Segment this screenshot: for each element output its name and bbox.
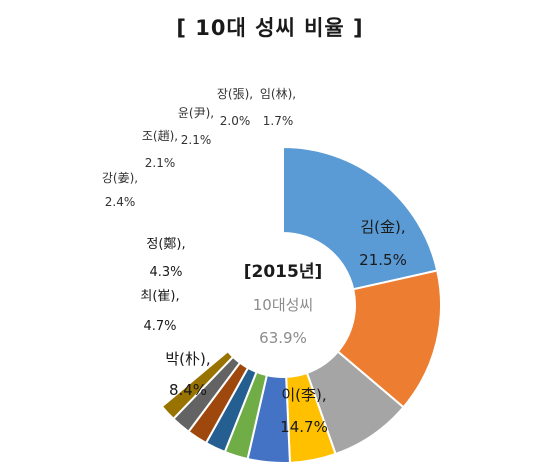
center-year-label: [2015년] — [244, 262, 323, 282]
slice-name-label: 이(李), — [281, 386, 326, 404]
labels-layer: 김(金), 21.5% 이(李), 14.7% 박(朴), 8.4% 최(崔), 4.7% 정(… — [102, 87, 407, 436]
slice-name-label: 정(鄭), — [146, 237, 185, 252]
slice-value-label: 4.3% — [149, 265, 182, 280]
center-caption-label: 10대성씨 — [253, 296, 314, 314]
slice-value-label: 2.4% — [105, 195, 136, 209]
slice-name-label: 윤(尹), — [178, 106, 214, 120]
slice-name-label: 임(林), — [260, 87, 296, 101]
slice-value-label: 2.1% — [181, 133, 212, 147]
slice-name-label: 박(朴), — [165, 350, 210, 368]
slice-name-label: 최(崔), — [140, 288, 179, 304]
slice-value-label: 8.4% — [169, 381, 207, 399]
slice-name-label: 장(張), — [217, 87, 253, 101]
chart-title: [ 10대 성씨 비율 ] — [176, 16, 364, 40]
slice-value-label: 2.1% — [145, 156, 176, 170]
slice-value-label: 21.5% — [359, 251, 407, 269]
slice-value-label: 4.7% — [143, 319, 176, 334]
slice-1 — [282, 145, 439, 291]
slice-name-label: 강(姜), — [102, 171, 138, 185]
slice-value-label: 1.7% — [263, 114, 294, 128]
slice-10 — [160, 349, 235, 421]
slice-name-label: 조(趙), — [142, 128, 178, 143]
slice-value-label: 14.7% — [280, 418, 328, 436]
slices-layer — [160, 145, 442, 464]
slice-name-label: 김(金), — [360, 218, 405, 236]
slice-value-label: 2.0% — [220, 114, 251, 128]
center-total-label: 63.9% — [259, 329, 307, 347]
